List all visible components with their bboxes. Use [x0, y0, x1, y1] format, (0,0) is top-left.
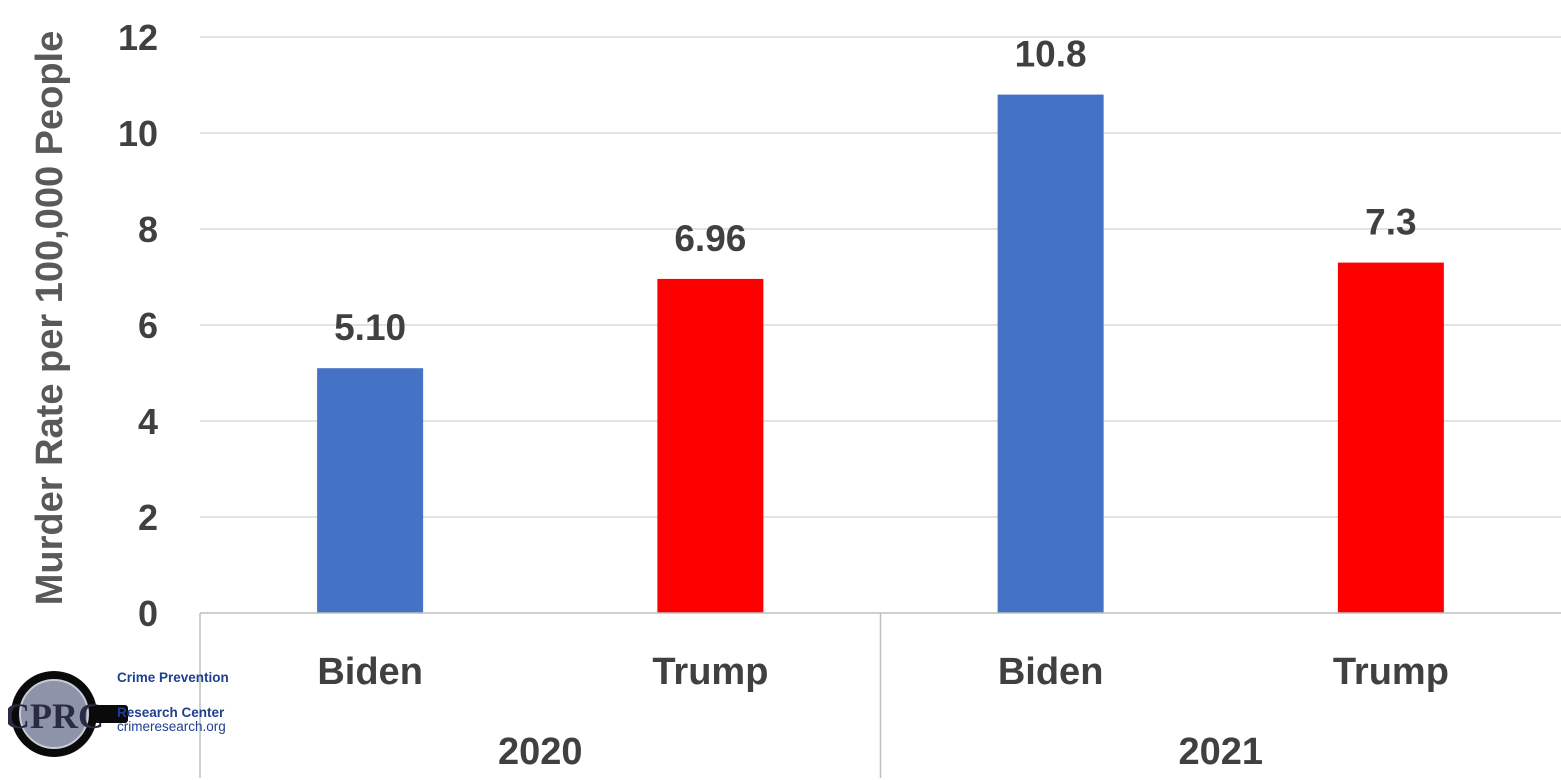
- data-labels: 5.10 6.96 10.8 7.3: [334, 34, 1416, 349]
- y-tick-label: 2: [138, 497, 158, 538]
- x-category-label: Biden: [998, 651, 1104, 693]
- data-label: 10.8: [1015, 34, 1087, 75]
- logo-monogram: CPRC: [8, 696, 104, 736]
- bar-2020-trump: [657, 278, 764, 613]
- bar-2021-trump: [1337, 262, 1444, 613]
- y-tick-label: 6: [138, 305, 158, 346]
- x-category-label: Trump: [1333, 651, 1449, 693]
- x-category-label: Trump: [652, 651, 768, 693]
- y-tick-label: 12: [118, 17, 158, 58]
- magnifier-icon: CPRC: [8, 671, 128, 757]
- x-group-label: 2020: [498, 731, 583, 773]
- y-tick-label: 10: [118, 113, 158, 154]
- x-category-label: Biden: [317, 651, 423, 693]
- logo-url: crimeresearch.org: [117, 719, 226, 734]
- logo-line-1: Crime Prevention: [117, 670, 229, 685]
- x-axis: Biden Trump 2020 Biden Trump 2021: [199, 612, 1561, 778]
- x-group-label: 2021: [1178, 731, 1263, 773]
- data-label: 6.96: [674, 218, 746, 259]
- bar-2020-biden: [317, 368, 424, 613]
- gridlines: [200, 36, 1561, 518]
- logo-line-2: Research Center: [117, 705, 225, 720]
- bar-2021-biden: [997, 94, 1104, 614]
- y-tick-label: 4: [138, 401, 158, 442]
- data-label: 7.3: [1365, 202, 1416, 243]
- y-axis-ticks: 0 2 4 6 8 10 12: [118, 17, 158, 634]
- y-axis-label: Murder Rate per 100,000 People: [29, 31, 71, 605]
- data-label: 5.10: [334, 307, 406, 348]
- cprc-logo: CPRC Crime Prevention Research Center cr…: [8, 668, 238, 764]
- y-tick-label: 8: [138, 209, 158, 250]
- bars: [317, 94, 1444, 614]
- y-tick-label: 0: [138, 593, 158, 634]
